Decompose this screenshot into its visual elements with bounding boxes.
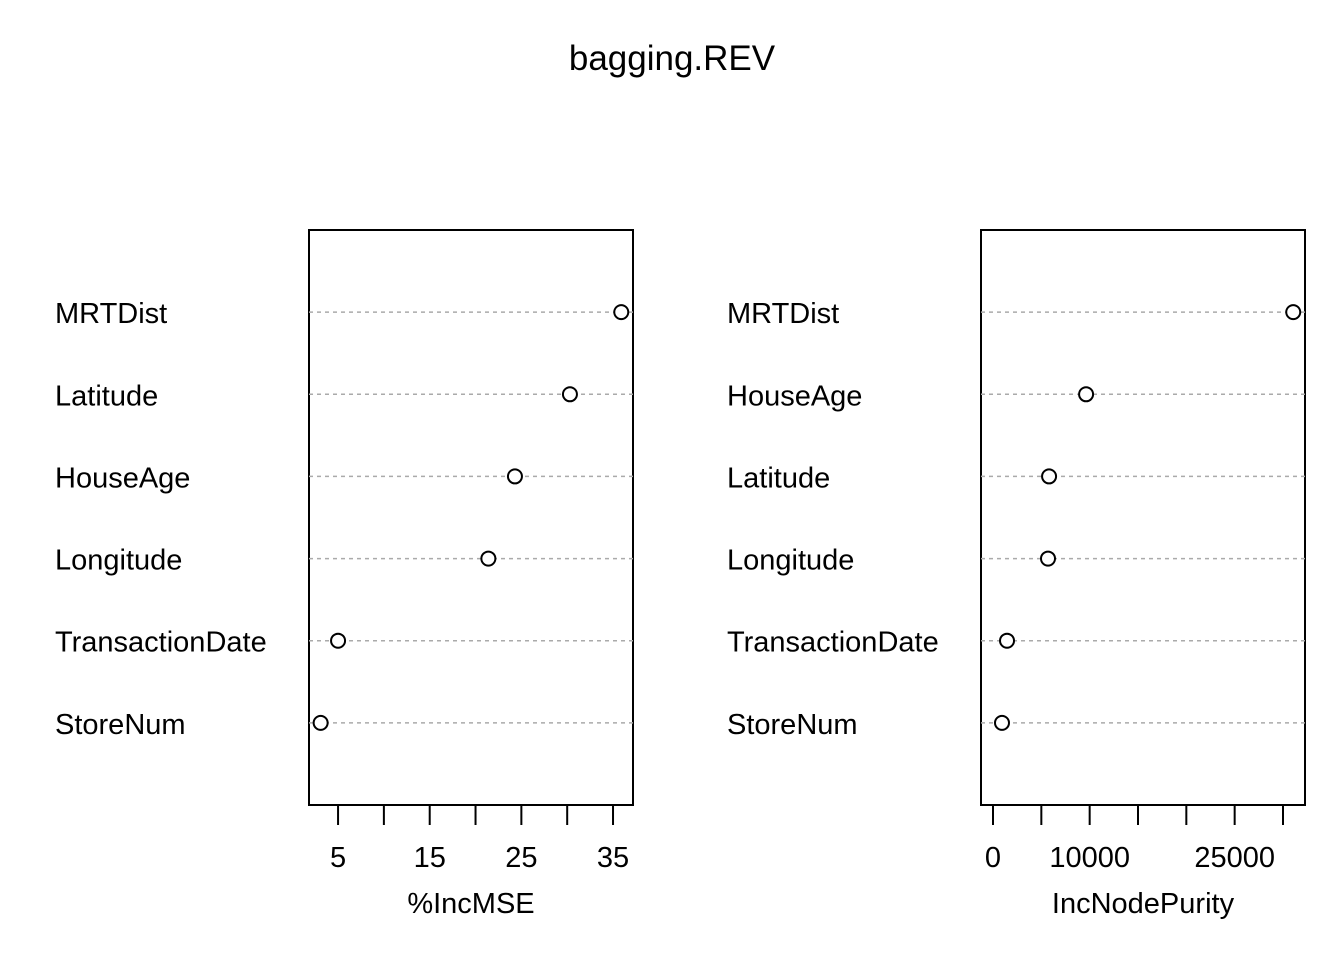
- dot: [999, 632, 1016, 649]
- x-axis-label: %IncMSE: [407, 888, 534, 920]
- category-label: MRTDist: [55, 298, 167, 330]
- category-label: TransactionDate: [727, 627, 939, 659]
- x-tick-label: 35: [597, 842, 629, 874]
- dot: [1040, 550, 1057, 567]
- category-label: StoreNum: [727, 709, 858, 741]
- category-label: StoreNum: [55, 709, 186, 741]
- dot: [1041, 468, 1058, 485]
- x-tick-label: 25000: [1194, 842, 1275, 874]
- plot-frame: [308, 229, 634, 806]
- x-tick-label: 25: [505, 842, 537, 874]
- category-label: Latitude: [55, 380, 158, 412]
- x-axis-label: IncNodePurity: [1052, 888, 1235, 920]
- dot: [1285, 304, 1302, 321]
- x-tick-label: 10000: [1049, 842, 1130, 874]
- dot: [613, 304, 630, 321]
- dot: [312, 714, 329, 731]
- category-label: Longitude: [727, 545, 854, 577]
- category-label: TransactionDate: [55, 627, 267, 659]
- figure-title: bagging.REV: [569, 39, 776, 78]
- dot: [561, 386, 578, 403]
- x-tick-label: 0: [985, 842, 1001, 874]
- category-label: HouseAge: [55, 462, 190, 494]
- dot: [480, 550, 497, 567]
- category-label: MRTDist: [727, 298, 839, 330]
- x-tick-label: 15: [414, 842, 446, 874]
- dot: [1078, 386, 1095, 403]
- plot-frame: [980, 229, 1306, 806]
- dot: [330, 632, 347, 649]
- x-tick-label: 5: [330, 842, 346, 874]
- category-label: Latitude: [727, 462, 830, 494]
- category-label: Longitude: [55, 545, 182, 577]
- dot: [993, 714, 1010, 731]
- category-label: HouseAge: [727, 380, 862, 412]
- dot: [506, 468, 523, 485]
